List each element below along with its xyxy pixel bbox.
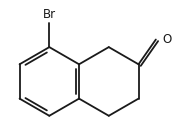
Text: O: O (162, 33, 171, 46)
Text: Br: Br (43, 8, 56, 21)
